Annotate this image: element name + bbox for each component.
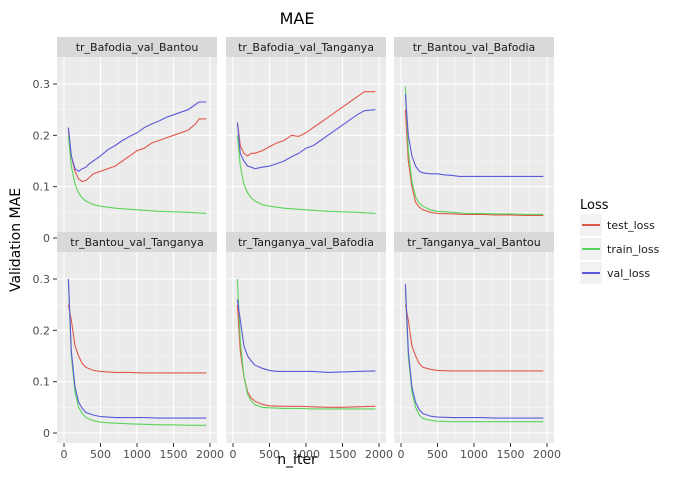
y-tick-label: 0.1 (33, 181, 51, 194)
y-tick-label: 0.2 (33, 324, 51, 337)
y-tick-label: 0 (43, 232, 50, 245)
facet-strip-label: tr_Bantou_val_Tanganya (70, 236, 203, 249)
x-tick-label: 1000 (123, 448, 151, 461)
facet-strip (394, 232, 554, 252)
facet-panel: tr_Bafodia_val_Tanganya (226, 37, 386, 248)
x-tick-label: 1500 (329, 448, 357, 461)
series-line-train-loss (67, 278, 207, 426)
facet-strip-label: tr_Tanganya_val_Bafodia (238, 236, 374, 249)
series-line-val-loss (236, 109, 376, 170)
series-line-train-loss (236, 278, 376, 410)
x-tick-label: 500 (427, 448, 448, 461)
facet-panel: tr_Bantou_val_Bafodia (394, 37, 554, 248)
x-tick-label: 1000 (460, 448, 488, 461)
y-axis-label: Validation MAE (8, 188, 24, 292)
facet-panel: tr_Tanganya_val_Bafodia 0 500 1000 1500 2000 (226, 232, 393, 461)
facet-strip (226, 37, 386, 57)
series-line-test-loss (404, 109, 544, 216)
x-tick-label: 2000 (365, 448, 393, 461)
x-tick-label: 1500 (497, 448, 525, 461)
legend: Loss test_loss train_loss val_loss (580, 198, 660, 284)
legend-label: val_loss (607, 267, 650, 280)
y-tick-label: 0 (43, 427, 50, 440)
facet-panels: tr_Bafodia_val_Bantou00.10.20.3tr_Bafodi… (33, 37, 561, 461)
series-line-val-loss (67, 278, 207, 419)
y-tick-label: 0.2 (33, 129, 51, 142)
legend-label: test_loss (607, 219, 655, 232)
x-tick-label: 2000 (533, 448, 561, 461)
facet-strip (57, 37, 217, 57)
facet-strip-label: tr_Bafodia_val_Bantou (76, 41, 199, 54)
y-tick-label: 0.3 (33, 273, 51, 286)
series-line-val-loss (236, 299, 376, 373)
facet-strip (394, 37, 554, 57)
y-tick-label: 0.3 (33, 78, 51, 91)
x-tick-label: 500 (259, 448, 280, 461)
x-tick-label: 0 (230, 448, 237, 461)
x-tick-label: 1000 (292, 448, 320, 461)
series-line-val-loss (404, 284, 544, 419)
x-tick-label: 500 (90, 448, 111, 461)
series-line-test-loss (67, 304, 207, 374)
series-line-train-loss (67, 135, 207, 214)
facet-strip (57, 232, 217, 252)
series-line-train-loss (236, 135, 376, 214)
series-line-train-loss (404, 86, 544, 215)
facet-strip (226, 232, 386, 252)
facet-strip-label: tr_Tanganya_val_Bantou (407, 236, 540, 249)
facet-strip-label: tr_Bantou_val_Bafodia (413, 41, 536, 54)
x-tick-label: 2000 (196, 448, 224, 461)
chart-title: MAE (280, 9, 315, 28)
x-tick-label: 0 (61, 448, 68, 461)
x-tick-label: 0 (398, 448, 405, 461)
facet-panel: tr_Bafodia_val_Bantou 0 0.1 0.2 0.3 (33, 37, 217, 248)
facet-panel: tr_Tanganya_val_Bantou 0 500 1000 1500 2000 (394, 232, 561, 461)
facet-strip-label: tr_Bafodia_val_Tanganya (238, 41, 374, 54)
series-line-test-loss (67, 118, 207, 183)
series-line-train-loss (404, 289, 544, 423)
x-axis-label: n_iter (277, 452, 317, 468)
series-line-val-loss (67, 101, 207, 172)
legend-title: Loss (580, 198, 609, 213)
series-line-val-loss (404, 94, 544, 177)
facet-panel: tr_Bantou_val_Tanganya 0 0.1 0.2 0.3 0 500 1000… (33, 232, 224, 461)
x-tick-label: 1500 (160, 448, 188, 461)
legend-label: train_loss (607, 243, 660, 256)
y-tick-label: 0.1 (33, 376, 51, 389)
series-line-test-loss (404, 304, 544, 372)
series-line-test-loss (236, 91, 376, 157)
